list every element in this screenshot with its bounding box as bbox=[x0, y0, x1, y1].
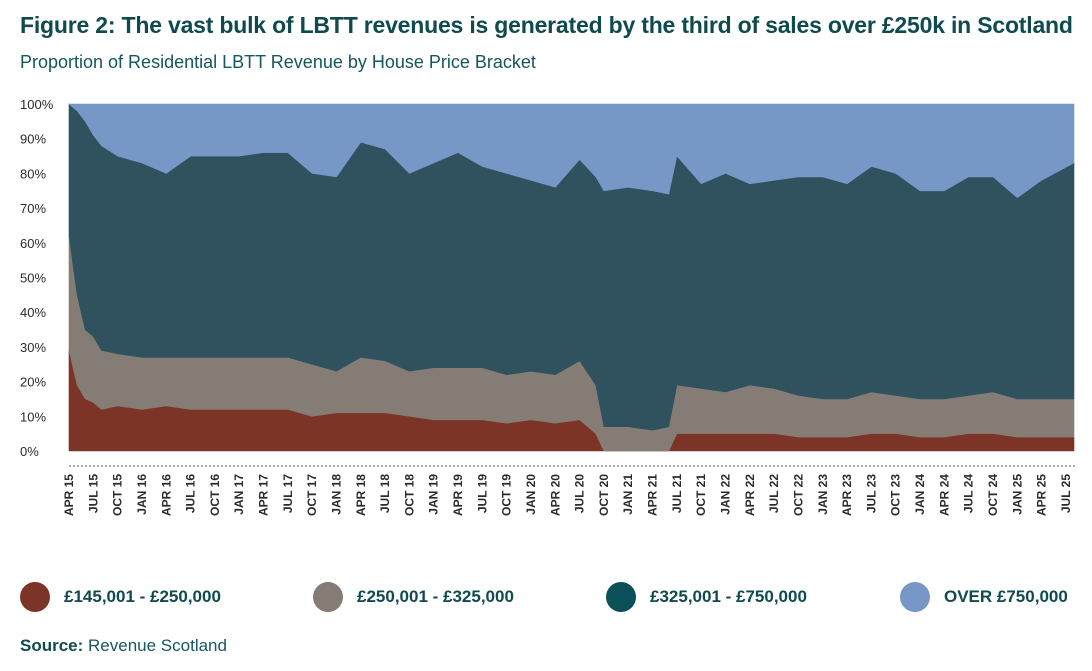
y-tick-label: 70% bbox=[20, 201, 46, 216]
y-tick-label: 50% bbox=[20, 271, 46, 286]
x-tick-label: OCT 16 bbox=[208, 474, 222, 516]
x-tick-label: APR 16 bbox=[159, 474, 173, 516]
x-tick-label: OCT 18 bbox=[402, 474, 416, 516]
x-tick-label: OCT 22 bbox=[791, 474, 805, 516]
x-tick-label: JUL 15 bbox=[86, 474, 100, 513]
x-tick-label: APR 23 bbox=[840, 474, 854, 516]
y-tick-label: 0% bbox=[20, 444, 39, 459]
x-tick-label: JUL 19 bbox=[475, 474, 489, 513]
x-tick-label: OCT 19 bbox=[500, 474, 514, 516]
legend-swatch-325-750 bbox=[606, 582, 636, 612]
x-tick-label: JUL 21 bbox=[670, 474, 684, 513]
x-tick-label: APR 15 bbox=[62, 474, 76, 516]
legend-swatch-145-250 bbox=[20, 582, 50, 612]
x-tick-label: OCT 21 bbox=[694, 474, 708, 516]
y-tick-label: 100% bbox=[20, 97, 54, 112]
x-tick-label: JAN 24 bbox=[913, 474, 927, 515]
x-tick-label: JUL 25 bbox=[1059, 474, 1073, 513]
x-tick-label: JAN 18 bbox=[330, 474, 344, 515]
x-tick-label: APR 21 bbox=[646, 474, 660, 516]
legend-label-145-250: £145,001 - £250,000 bbox=[64, 587, 221, 606]
x-tick-label: JAN 19 bbox=[427, 474, 441, 515]
legend-label-325-750: £325,001 - £750,000 bbox=[650, 587, 807, 606]
x-tick-label: JUL 23 bbox=[864, 474, 878, 513]
x-tick-label: JAN 23 bbox=[816, 474, 830, 515]
x-tick-label: JAN 20 bbox=[524, 474, 538, 515]
y-tick-label: 80% bbox=[20, 166, 46, 181]
y-tick-label: 10% bbox=[20, 409, 46, 424]
x-tick-label: APR 17 bbox=[257, 474, 271, 516]
x-tick-label: APR 24 bbox=[937, 474, 951, 516]
x-tick-label: JAN 16 bbox=[135, 474, 149, 515]
legend-item-145-250: £145,001 - £250,000 bbox=[20, 580, 221, 614]
chart-subtitle: Proportion of Residential LBTT Revenue b… bbox=[20, 52, 536, 72]
x-tick-label: JUL 22 bbox=[767, 474, 781, 513]
x-tick-label: OCT 23 bbox=[889, 474, 903, 516]
y-tick-label: 30% bbox=[20, 340, 46, 355]
x-tick-label: APR 20 bbox=[548, 474, 562, 516]
x-tick-label: APR 19 bbox=[451, 474, 465, 516]
x-tick-label: JUL 20 bbox=[573, 474, 587, 513]
x-tick-label: APR 22 bbox=[743, 474, 757, 516]
y-tick-label: 40% bbox=[20, 305, 46, 320]
legend-label-250-325: £250,001 - £325,000 bbox=[357, 587, 514, 606]
source-label: Source: bbox=[20, 636, 84, 655]
x-tick-label: JUL 18 bbox=[378, 474, 392, 513]
y-tick-label: 90% bbox=[20, 132, 46, 147]
y-tick-label: 60% bbox=[20, 236, 46, 251]
legend-item-250-325: £250,001 - £325,000 bbox=[313, 580, 514, 614]
x-tick-label: OCT 17 bbox=[305, 474, 319, 516]
x-tick-label: OCT 24 bbox=[986, 474, 1000, 516]
x-tick-label: JAN 17 bbox=[232, 474, 246, 515]
area-band-over-750 bbox=[68, 103, 1075, 199]
x-tick-label: JUL 24 bbox=[962, 474, 976, 513]
legend-swatch-250-325 bbox=[313, 582, 343, 612]
x-tick-label: APR 25 bbox=[1035, 474, 1049, 516]
x-tick-label: JAN 22 bbox=[719, 474, 733, 515]
x-tick-label: JAN 25 bbox=[1010, 474, 1024, 515]
legend-label-over-750: OVER £750,000 bbox=[944, 587, 1068, 606]
source-text: Revenue Scotland bbox=[88, 636, 227, 655]
x-tick-label: JUL 17 bbox=[281, 474, 295, 513]
x-tick-label: APR 18 bbox=[354, 474, 368, 516]
x-tick-label: JUL 16 bbox=[184, 474, 198, 513]
stacked-area-chart: 0% 10% 20% 30% 40% 50% 60% 70% 80% 90% 100% APR 15 J… bbox=[20, 97, 1076, 516]
source-note: Source: Revenue Scotland bbox=[20, 636, 227, 656]
legend-item-over-750: OVER £750,000 bbox=[900, 580, 1068, 614]
x-tick-label: OCT 15 bbox=[111, 474, 125, 516]
chart-title: Figure 2: The vast bulk of LBTT revenues… bbox=[20, 12, 1073, 38]
legend-swatch-over-750 bbox=[900, 582, 930, 612]
x-tick-label: JAN 21 bbox=[621, 474, 635, 515]
y-tick-label: 20% bbox=[20, 375, 46, 390]
x-tick-label: OCT 20 bbox=[597, 474, 611, 516]
legend-item-325-750: £325,001 - £750,000 bbox=[606, 580, 807, 614]
